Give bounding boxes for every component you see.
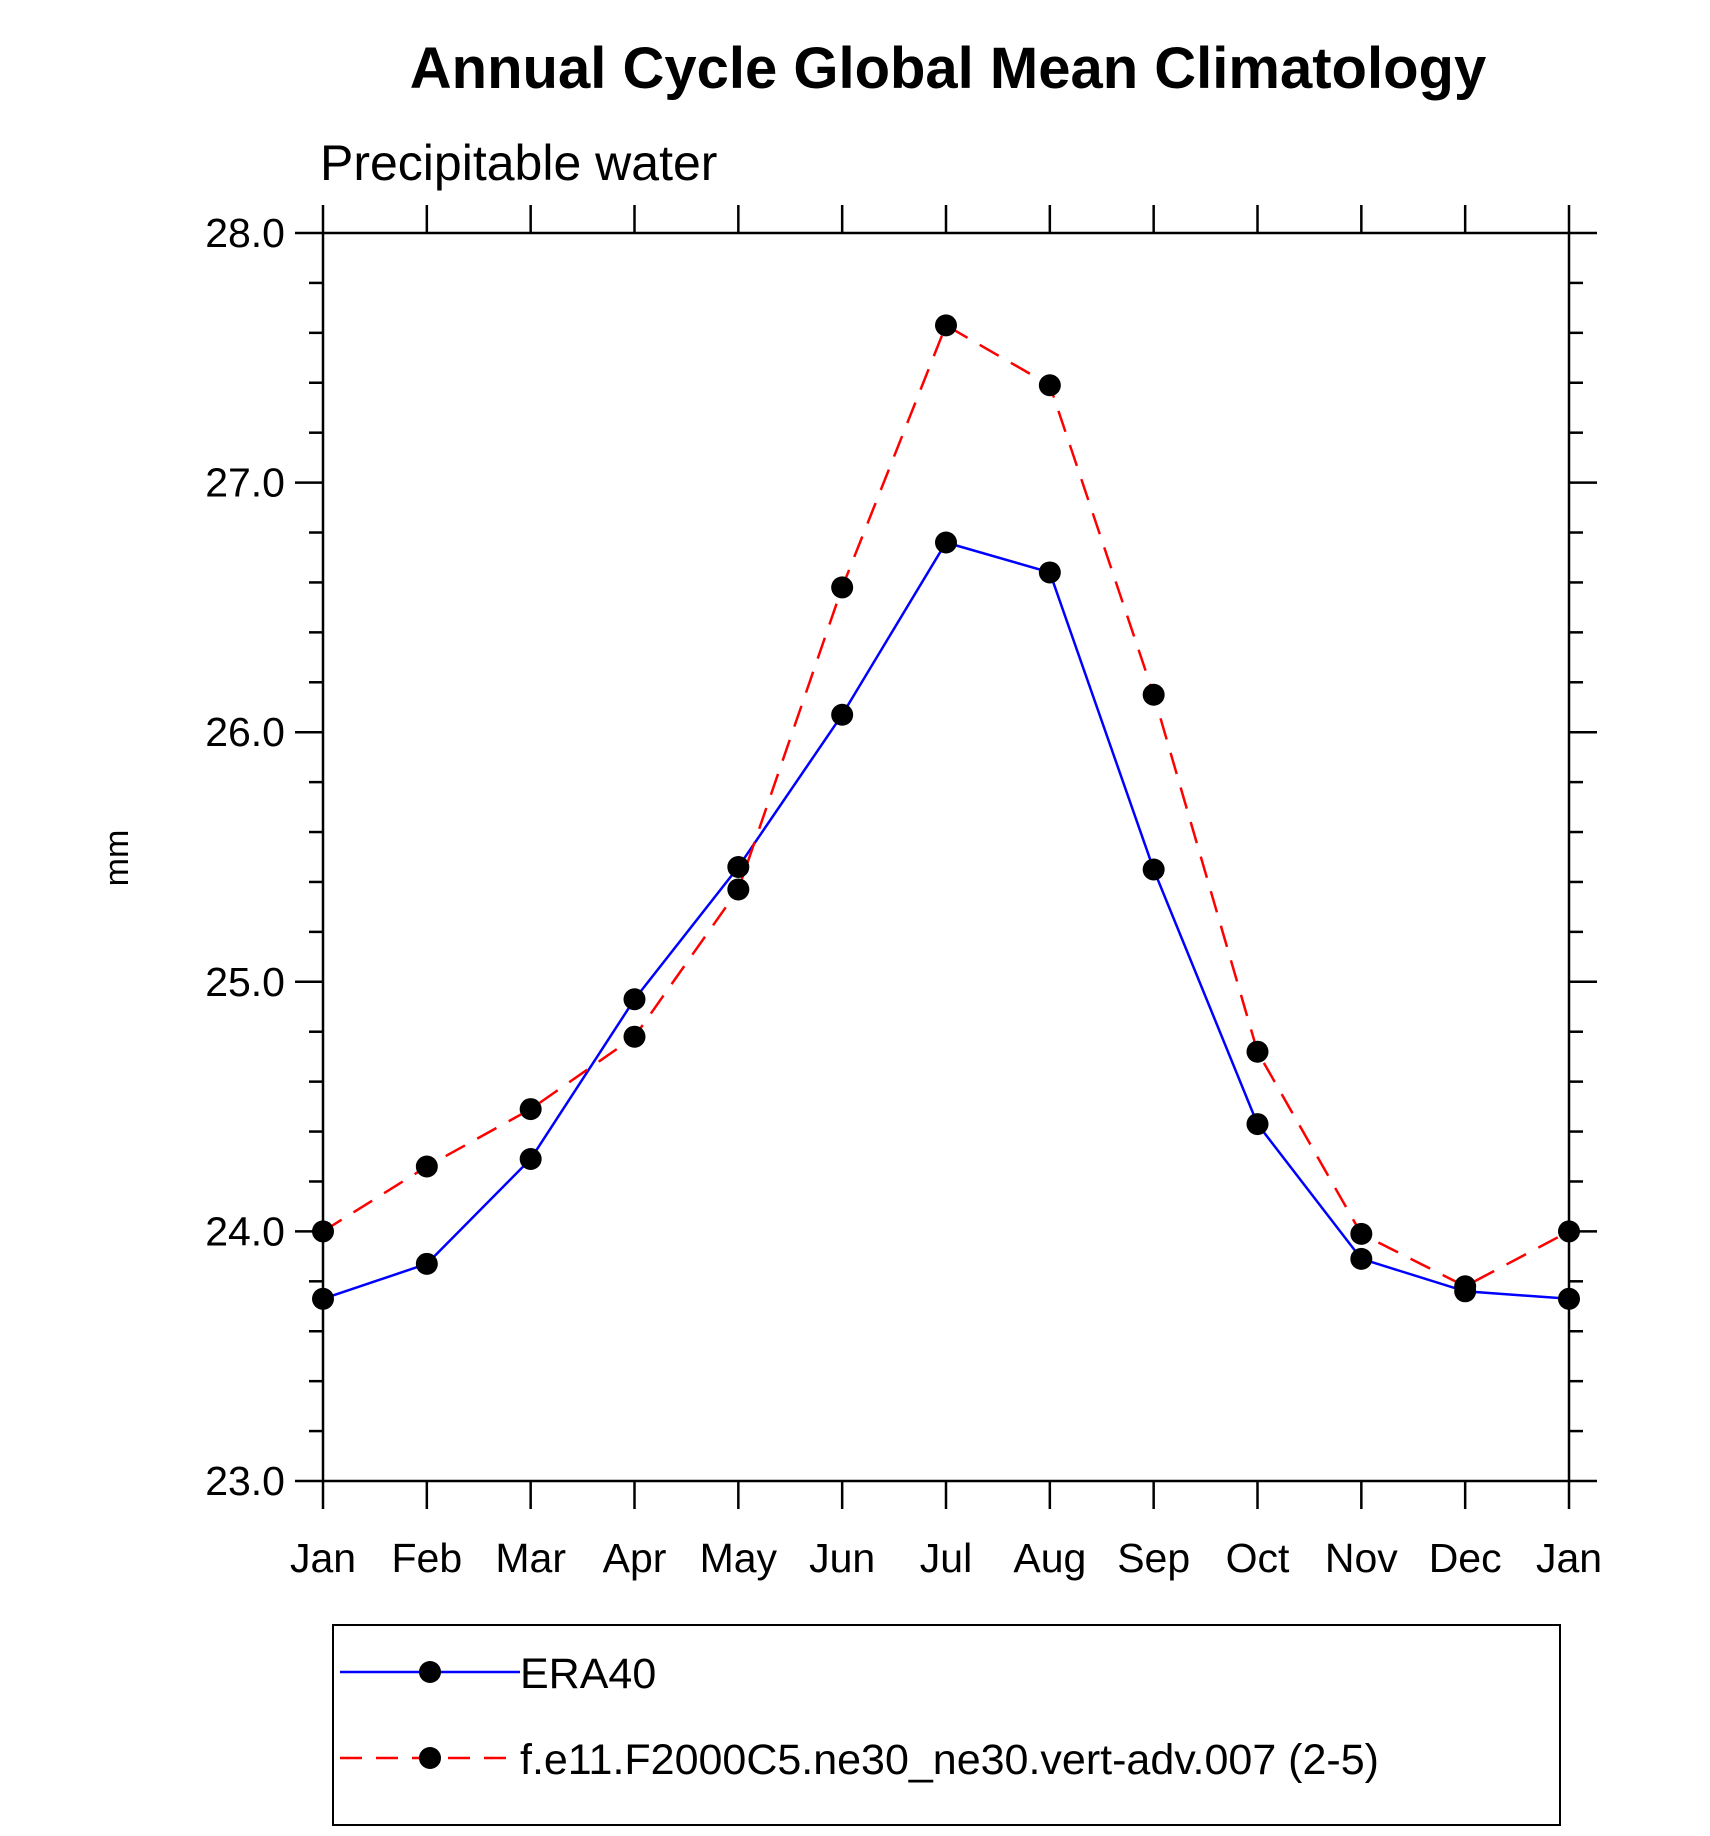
x-tick-label: Sep [1117,1535,1190,1581]
legend-label-era40: ERA40 [520,1650,656,1698]
series-1-point [831,576,854,599]
series-layer [312,314,1580,1310]
series-1-point [1246,1040,1269,1063]
series-0-point [1246,1113,1269,1136]
series-0-point [1558,1287,1580,1310]
y-tick-label: 26.0 [205,709,285,755]
x-tick-label: May [700,1535,778,1581]
x-tick-label: Mar [495,1535,566,1581]
legend: ERA40 f.e11.F2000C5.ne30_ne30.vert-adv.0… [332,1624,1561,1826]
y-tick-label: 25.0 [205,959,285,1005]
y-tick-label: 28.0 [205,210,285,256]
series-0-point [727,855,750,878]
x-tick-label: Dec [1429,1535,1502,1581]
series-1-point [415,1155,438,1178]
series-line-1 [322,323,1570,1288]
x-tick-label: Apr [603,1535,667,1581]
chart-title: Annual Cycle Global Mean Climatology [410,36,1486,101]
series-1-point [935,314,957,337]
plot-frame [321,231,1571,1483]
x-tick-label: Nov [1325,1535,1398,1581]
y-tick-label: 27.0 [205,460,285,506]
series-1-point [1558,1220,1580,1243]
x-tick-label: Jul [920,1535,972,1581]
series-0-point [1350,1247,1373,1270]
series-0-point [1142,858,1165,881]
series-0-point [935,531,957,554]
legend-label-model: f.e11.F2000C5.ne30_ne30.vert-adv.007 (2-… [520,1736,1379,1784]
series-0-point [415,1252,438,1275]
series-1-point [1038,374,1061,397]
series-0-point [623,988,646,1011]
series-1-point [1350,1222,1373,1245]
x-tick-label: Feb [392,1535,463,1581]
series-0-point [1038,561,1061,584]
legend-frame [332,1624,1561,1826]
x-tick-label: Jun [809,1535,875,1581]
series-1-point [1454,1275,1477,1298]
series-1-point [312,1220,334,1243]
series-0-point [831,703,854,726]
series-1-point [623,1025,646,1048]
y-tick-label: 24.0 [205,1208,285,1254]
y-tick-label: 23.0 [205,1458,285,1504]
legend-marker-era40 [419,1661,441,1683]
series-1-point [519,1098,542,1121]
series-0-point [519,1148,542,1171]
ticks-layer: 23.0 24.0 25.0 26.0 27.0 28.0 Jan Feb Mar Apr May J… [205,205,1602,1581]
legend-marker-model [419,1747,441,1769]
x-tick-label: Jan [290,1535,356,1581]
x-tick-label: Oct [1226,1535,1290,1581]
chart-subtitle: Precipitable water [320,135,717,191]
y-axis-label: mm [98,830,136,887]
series-0-point [312,1287,334,1310]
series-1-point [727,878,750,901]
series-line-0 [322,541,1570,1301]
x-tick-label: Aug [1013,1535,1086,1581]
series-1-point [1142,683,1165,706]
x-tick-label: Jan [1536,1535,1602,1581]
